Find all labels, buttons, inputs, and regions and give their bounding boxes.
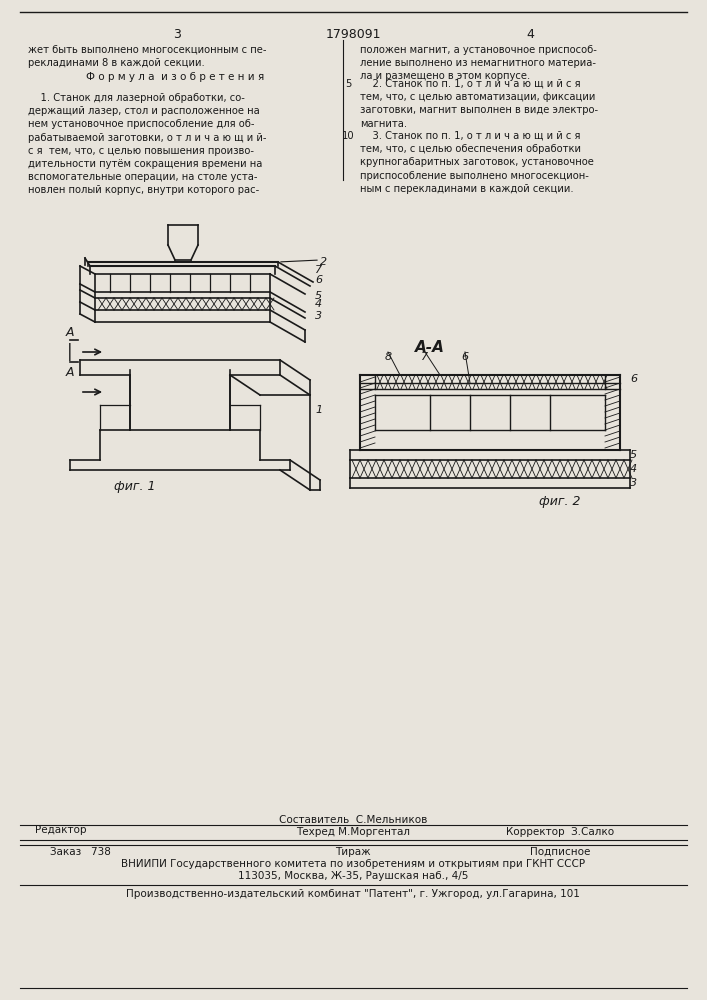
Text: Тираж: Тираж	[335, 847, 370, 857]
Text: 5: 5	[345, 79, 351, 89]
Text: А: А	[66, 365, 74, 378]
Text: А-А: А-А	[415, 340, 445, 355]
Text: 7: 7	[421, 352, 428, 362]
Text: ВНИИПИ Государственного комитета по изобретениям и открытиям при ГКНТ СССР: ВНИИПИ Государственного комитета по изоб…	[121, 859, 585, 869]
Text: Составитель  С.Мельников: Составитель С.Мельников	[279, 815, 427, 825]
Text: 3: 3	[173, 28, 181, 41]
Text: 6: 6	[315, 275, 322, 285]
Text: 113035, Москва, Ж-35, Раушская наб., 4/5: 113035, Москва, Ж-35, Раушская наб., 4/5	[238, 871, 468, 881]
Text: 7: 7	[315, 265, 322, 275]
Text: фиг. 1: фиг. 1	[115, 480, 156, 493]
Text: 4: 4	[630, 464, 637, 474]
Text: |: |	[67, 343, 73, 361]
Text: Ф о р м у л а  и з о б р е т е н и я: Ф о р м у л а и з о б р е т е н и я	[86, 72, 264, 82]
Text: 5: 5	[630, 450, 637, 460]
Text: Подписное: Подписное	[530, 847, 590, 857]
Text: Техред М.Моргентал: Техред М.Моргентал	[296, 827, 410, 837]
Text: 2. Станок по п. 1, о т л и ч а ю щ и й с я
тем, что, с целью автоматизации, фикс: 2. Станок по п. 1, о т л и ч а ю щ и й с…	[360, 79, 598, 129]
Text: 1. Станок для лазерной обработки, со-
держащий лазер, стол и расположенное на
не: 1. Станок для лазерной обработки, со- де…	[28, 93, 267, 195]
Text: 6: 6	[462, 352, 469, 362]
Text: 4: 4	[526, 28, 534, 41]
Text: 10: 10	[341, 131, 354, 141]
Text: 6: 6	[630, 374, 637, 384]
Text: 3: 3	[315, 311, 322, 321]
Text: Заказ   738: Заказ 738	[50, 847, 111, 857]
Text: А: А	[66, 326, 74, 338]
Text: 3. Станок по п. 1, о т л и ч а ю щ и й с я
тем, что, с целью обеспечения обработ: 3. Станок по п. 1, о т л и ч а ю щ и й с…	[360, 131, 594, 194]
Text: 2: 2	[320, 257, 327, 267]
Text: жет быть выполнено многосекционным с пе-
рекладинами 8 в каждой секции.: жет быть выполнено многосекционным с пе-…	[28, 45, 267, 68]
Text: 5: 5	[315, 291, 322, 301]
Text: Корректор  З.Салко: Корректор З.Салко	[506, 827, 614, 837]
Text: Производственно-издательский комбинат "Патент", г. Ужгород, ул.Гагарина, 101: Производственно-издательский комбинат "П…	[126, 889, 580, 899]
Text: 3: 3	[630, 478, 637, 488]
Text: 4: 4	[315, 299, 322, 309]
Text: 1: 1	[315, 405, 322, 415]
Text: Редактор: Редактор	[35, 825, 86, 835]
Text: положен магнит, а установочное приспособ-
ление выполнено из немагнитного матери: положен магнит, а установочное приспособ…	[360, 45, 597, 81]
Text: 1798091: 1798091	[325, 28, 381, 41]
Text: 8: 8	[385, 352, 392, 362]
Text: фиг. 2: фиг. 2	[539, 495, 580, 508]
